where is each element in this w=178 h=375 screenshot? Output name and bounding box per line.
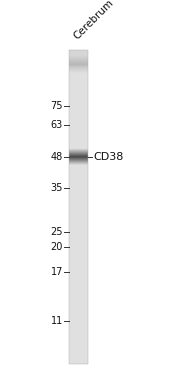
Text: 17: 17 [51, 267, 63, 277]
Text: 11: 11 [51, 316, 63, 326]
Text: CD38: CD38 [93, 152, 124, 162]
Text: 48: 48 [51, 152, 63, 162]
Text: 63: 63 [51, 120, 63, 130]
Text: 35: 35 [51, 183, 63, 193]
Text: 25: 25 [51, 227, 63, 237]
Text: 75: 75 [51, 101, 63, 111]
Text: 20: 20 [51, 243, 63, 252]
Bar [69, 50, 88, 364]
Text: Cerebrum: Cerebrum [72, 0, 116, 42]
